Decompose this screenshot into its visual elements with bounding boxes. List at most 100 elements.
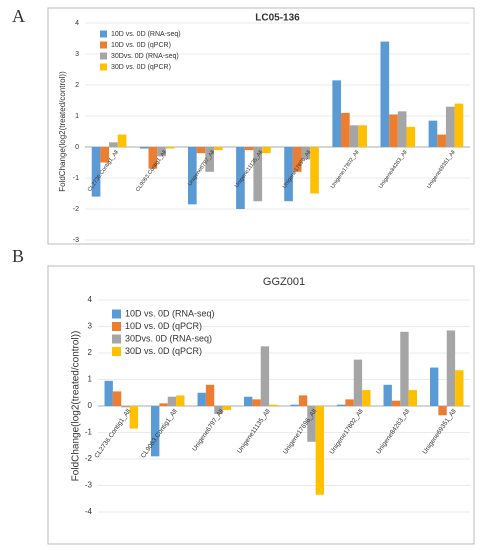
bar [205,147,214,172]
x-tick-label: Unigene84263_All [375,408,412,456]
y-tick-label: 3 [88,322,93,331]
legend-swatch [100,30,107,38]
bar [244,396,253,406]
bar [100,147,110,163]
legend-label: 10D vs. 0D (qPCR) [125,321,202,331]
y-tick-label: 4 [88,295,93,304]
bar [104,380,113,406]
bar [290,404,299,406]
bar [292,147,302,172]
bar [139,147,149,149]
bar [165,147,175,149]
legend-swatch [112,322,121,331]
bar [244,147,254,151]
bar [455,370,464,406]
y-tick-label: 2 [88,348,93,357]
bar [438,406,447,416]
y-tick-label: -1 [85,428,93,437]
bar [310,147,319,194]
bar [187,147,197,205]
bar [176,395,185,406]
legend-label: 30Dvs. 0D (RNA-seq) [125,333,212,343]
x-tick-label: Unigene11135_All [236,408,272,455]
y-axis-label: FoldChange(log2(treated/control)) [58,71,67,192]
bar [400,331,409,406]
y-tick-label: 1 [88,375,93,384]
legend-swatch [100,41,107,49]
bar [337,404,346,406]
bar [428,120,438,147]
bar [307,406,316,442]
legend-label: 30D vs. 0D (qPCR) [111,64,171,71]
y-tick-label: -3 [85,481,93,490]
y-tick-label: -1 [73,175,79,182]
legend-swatch [112,347,121,356]
bar [167,396,177,406]
bar [408,390,417,406]
legend-label: 10D vs. 0D (RNA-seq) [111,31,181,38]
bar [151,406,160,457]
bar [341,112,350,147]
y-tick-label: 0 [88,401,93,410]
legend-label: 10D vs. 0D (qPCR) [111,42,171,49]
legend-label: 10D vs. 0D (RNA-seq) [125,308,215,318]
y-tick-label: 4 [75,20,79,27]
bar [129,406,138,429]
y-tick-label: -3 [73,237,79,244]
bar [269,404,278,406]
legend-swatch [112,334,121,344]
panel-label: B [12,246,24,266]
bar [446,330,456,406]
bar [91,147,101,197]
bar [445,106,455,147]
bar [345,399,354,406]
bar [391,400,401,406]
bar [109,142,118,147]
bar [437,134,446,147]
chart-frame [47,7,475,245]
bar [358,125,368,147]
bar [301,147,311,160]
y-tick-label: -4 [85,507,93,516]
bar [117,134,127,147]
legend-label: 30D vs. 0D (qPCR) [125,346,202,356]
bar [236,147,245,209]
bar [222,406,231,410]
y-tick-label: 1 [75,113,79,120]
bar [196,147,206,154]
bar [159,403,168,406]
bar [148,147,158,169]
y-tick-label: 3 [75,51,79,58]
bar [389,114,398,147]
y-tick-label: 0 [75,144,79,151]
legend-swatch [112,309,121,319]
bar [349,125,359,147]
bar [112,391,122,406]
bar [406,126,416,147]
bar [454,103,464,147]
bar [252,399,261,406]
x-tick-label: Unigene69351_All [426,150,457,190]
bar [284,147,293,202]
legend-swatch [100,63,107,71]
bar [397,111,407,147]
bar [430,367,439,406]
bar [362,390,371,406]
legend-swatch [100,52,107,60]
x-tick-label: Unigene84263_All [378,150,409,190]
bar [214,406,223,414]
panel-label: A [12,6,25,26]
bar [262,147,271,154]
x-tick-label: Unigene6797_All [191,408,225,453]
x-tick-label: Unigene17802_All [330,150,361,190]
x-tick-label: CL2736.Contig1_All [93,408,132,460]
bar [383,384,392,406]
chart-title: GGZ001 [263,276,305,288]
bar [353,359,363,406]
legend-label: 30Dvs. 0D (RNA-seq) [111,53,179,60]
y-tick-label: -2 [73,206,79,213]
bar [332,80,342,147]
bar [205,384,215,406]
chart-title: LC05-136 [255,13,300,24]
